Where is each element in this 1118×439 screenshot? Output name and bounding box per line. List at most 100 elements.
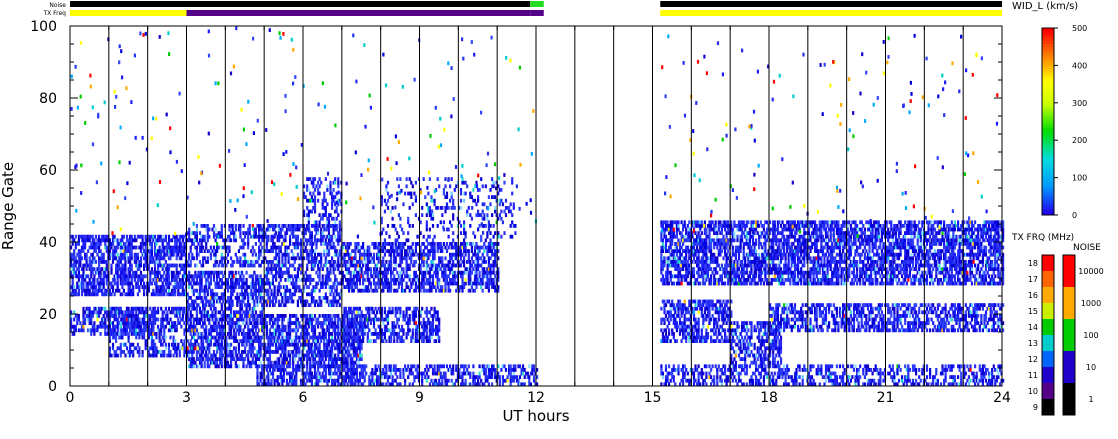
echo-cell [275,224,278,228]
echo-cell [354,371,357,376]
echo-cell [244,242,247,246]
echo-cell [391,270,394,275]
echo-cell [82,317,85,322]
echo-cell [119,270,122,275]
echo-cell [242,245,245,250]
echo-cell [158,249,161,253]
echo-cell [318,274,321,279]
echo-cell [329,278,332,282]
echo-cell [105,274,108,279]
echo-cell [110,332,113,336]
echo-cell [188,364,191,369]
echo-cell [240,306,244,311]
echo-cell [303,375,306,379]
echo-cell [390,242,393,246]
echo-cell [206,224,209,228]
echo-cell [358,263,362,268]
echo-cell [139,274,143,279]
echo-cell [439,260,442,264]
echo-cell [285,252,289,257]
echo-cell [416,274,419,279]
echo-cell [332,216,335,221]
echo-cell [337,314,340,318]
echo-cell [130,310,133,315]
echo-cell [212,328,216,333]
echo-cell [91,281,94,286]
echo-cell [230,317,233,322]
echo-cell [171,288,174,293]
echo-cell [335,360,338,365]
echo-cell [236,299,239,304]
echo-cell [88,260,91,264]
echo-cell [222,299,225,304]
echo-cell [332,267,335,271]
echo-cell [317,321,320,325]
echo-cell [167,270,171,275]
echo-cell [220,353,223,358]
echo-cell [461,274,464,279]
echo-cell [284,324,287,329]
echo-cell [431,285,435,289]
echo-cell [242,238,245,243]
echo-cell [371,242,374,246]
echo-cell [422,260,425,264]
echo-cell [318,288,321,293]
echo-cell [295,224,298,228]
echo-cell [287,350,290,354]
echo-cell [189,296,192,300]
echo-cell [258,342,261,347]
echo-cell [206,281,209,286]
echo-cell [303,288,306,293]
echo-cell [404,256,407,261]
echo-cell [101,256,104,261]
echo-cell [320,364,323,369]
echo-cell [309,278,312,282]
echo-cell [435,263,438,268]
echo-cell [268,382,271,387]
echo-cell [331,371,334,376]
echo-cell [233,321,236,325]
echo-cell [169,245,172,250]
echo-cell [161,267,164,271]
echo-cell [261,371,264,376]
echo-cell [188,278,191,282]
echo-cell [116,252,119,257]
echo-cell [354,353,357,358]
echo-cell [79,328,82,333]
echo-cell [113,328,116,333]
echo-cell [143,267,146,271]
echo-cell [105,314,108,318]
echo-cell [436,270,439,275]
echo-cell [327,234,331,239]
echo-cell [264,317,267,322]
echo-cell [414,245,417,250]
echo-cell [307,213,310,217]
echo-cell [408,249,411,253]
echo-cell [108,332,111,336]
echo-cell [125,234,129,239]
echo-cell [264,234,267,239]
echo-cell [254,285,257,289]
echo-cell [200,364,203,369]
echo-cell [313,382,317,387]
echo-cell [299,245,303,250]
echo-cell [309,371,312,376]
echo-cell [122,252,125,257]
echo-cell [318,238,321,243]
echo-cell [139,328,143,333]
echo-cell [205,346,208,351]
echo-cell [362,252,365,257]
echo-cell [96,317,99,322]
echo-cell [372,278,376,282]
echo-cell [281,314,284,318]
echo-cell [414,285,417,289]
echo-cell [268,368,271,372]
echo-cell [335,206,338,210]
echo-cell [91,238,94,243]
echo-cell [113,252,116,257]
echo-cell [428,278,431,282]
echo-cell [245,260,248,264]
echo-cell [143,252,146,257]
echo-cell [77,263,80,268]
echo-cell [240,357,244,361]
